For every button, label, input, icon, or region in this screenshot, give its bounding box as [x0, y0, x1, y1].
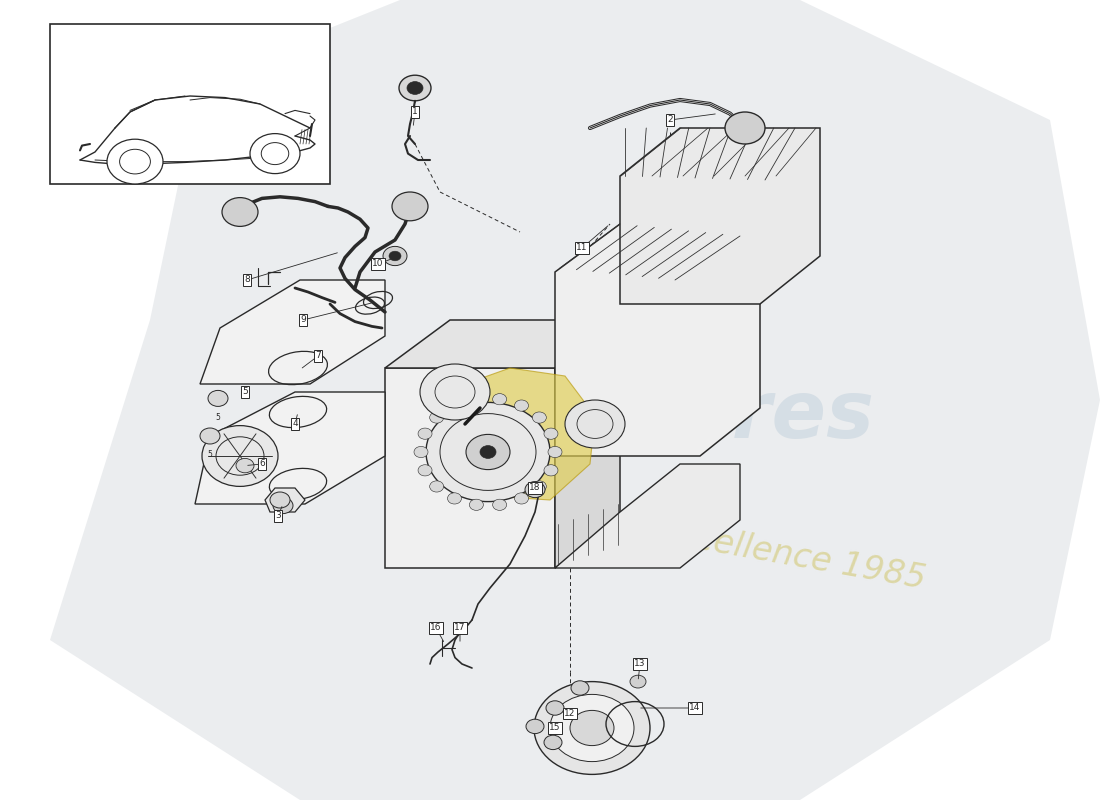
Circle shape: [389, 251, 402, 261]
Circle shape: [534, 682, 650, 774]
Circle shape: [515, 493, 528, 504]
Polygon shape: [265, 488, 305, 512]
Polygon shape: [200, 280, 385, 384]
Circle shape: [426, 402, 550, 502]
Text: 17: 17: [454, 623, 465, 633]
Polygon shape: [460, 368, 595, 500]
Circle shape: [250, 134, 300, 174]
Circle shape: [725, 112, 764, 144]
Circle shape: [236, 458, 254, 473]
Polygon shape: [556, 464, 740, 568]
Text: 8: 8: [244, 275, 250, 285]
Text: a passion for excellence 1985: a passion for excellence 1985: [431, 477, 928, 595]
Circle shape: [480, 446, 496, 458]
Polygon shape: [556, 224, 760, 456]
Circle shape: [407, 82, 424, 94]
Polygon shape: [556, 320, 620, 568]
Circle shape: [493, 394, 507, 405]
Bar: [50, 24, 330, 184]
Circle shape: [525, 482, 544, 498]
Text: 3: 3: [275, 511, 280, 521]
Circle shape: [550, 694, 634, 762]
Text: 12: 12: [564, 709, 575, 718]
Circle shape: [532, 481, 547, 492]
Circle shape: [448, 400, 462, 411]
Circle shape: [493, 499, 507, 510]
Text: 10: 10: [372, 259, 384, 269]
Circle shape: [470, 499, 483, 510]
Text: 5: 5: [242, 387, 248, 397]
Circle shape: [107, 139, 163, 184]
Text: 5: 5: [216, 413, 220, 422]
Circle shape: [383, 246, 407, 266]
Circle shape: [565, 400, 625, 448]
Circle shape: [200, 428, 220, 444]
Text: 13: 13: [635, 659, 646, 669]
Text: 5: 5: [208, 450, 212, 459]
Polygon shape: [50, 0, 1100, 800]
Text: 18: 18: [529, 483, 541, 493]
Circle shape: [571, 681, 588, 695]
Circle shape: [262, 142, 288, 165]
Circle shape: [430, 412, 443, 423]
Text: 16: 16: [430, 623, 442, 633]
Circle shape: [208, 390, 228, 406]
Polygon shape: [620, 128, 820, 304]
Text: 9: 9: [300, 315, 306, 325]
Circle shape: [544, 735, 562, 750]
Circle shape: [515, 400, 528, 411]
Circle shape: [570, 710, 614, 746]
Polygon shape: [195, 392, 385, 504]
Circle shape: [466, 434, 510, 470]
Circle shape: [544, 428, 558, 439]
Circle shape: [532, 412, 547, 423]
Circle shape: [418, 428, 432, 439]
Circle shape: [470, 394, 483, 405]
Circle shape: [430, 481, 443, 492]
Text: 4: 4: [293, 419, 298, 429]
Polygon shape: [385, 368, 556, 568]
Circle shape: [420, 364, 490, 420]
Circle shape: [544, 465, 558, 476]
Circle shape: [630, 675, 646, 688]
Text: 2: 2: [668, 115, 673, 125]
Circle shape: [548, 446, 562, 458]
Circle shape: [448, 493, 462, 504]
Polygon shape: [385, 320, 620, 368]
Circle shape: [546, 701, 564, 715]
Circle shape: [392, 192, 428, 221]
Circle shape: [414, 446, 428, 458]
Text: 5: 5: [277, 514, 283, 523]
Circle shape: [270, 492, 290, 508]
Circle shape: [526, 719, 544, 734]
Text: 15: 15: [549, 723, 561, 733]
Circle shape: [399, 75, 431, 101]
Text: 6: 6: [260, 459, 265, 469]
Circle shape: [202, 426, 278, 486]
Text: 7: 7: [315, 351, 321, 361]
Circle shape: [222, 198, 258, 226]
Circle shape: [273, 498, 293, 514]
Text: 14: 14: [690, 703, 701, 713]
Text: eurospares: eurospares: [365, 377, 874, 455]
Text: 1: 1: [412, 107, 418, 117]
Circle shape: [418, 465, 432, 476]
Text: 11: 11: [576, 243, 587, 253]
Circle shape: [120, 150, 151, 174]
